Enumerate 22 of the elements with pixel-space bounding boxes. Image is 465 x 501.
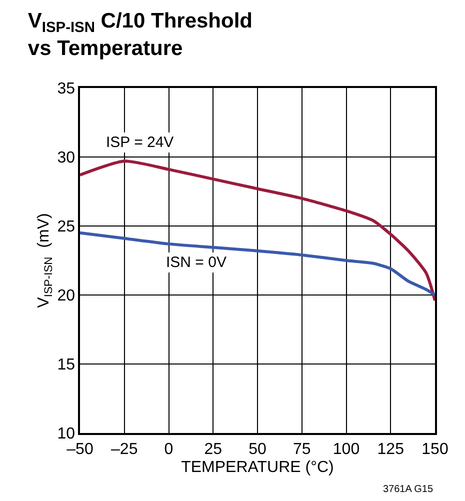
y-tick-label: 10: [57, 426, 76, 443]
x-axis-title: TEMPERATURE (°C): [181, 459, 334, 476]
line-series: [80, 160, 435, 302]
x-tick-label: 50: [248, 440, 266, 458]
x-tick-label: 150: [422, 440, 448, 458]
x-tick-label: –50: [66, 440, 94, 458]
x-tick-label: 125: [377, 440, 404, 458]
series-label: ISP = 24V: [106, 134, 174, 151]
y-tick-label: 25: [57, 218, 76, 236]
x-tick-label: 100: [332, 440, 360, 458]
line-series: [80, 231, 435, 296]
y-tick-label: 30: [57, 150, 76, 167]
x-tick-label: –25: [111, 440, 138, 458]
y-tick-label: 35: [57, 80, 76, 98]
text: 3761A G15: [383, 484, 434, 495]
chart-title: V$_{ISP-ISN}$ C/10 Threshold vs Temperature: [28, 10, 253, 60]
y-tick-label: 15: [57, 356, 76, 374]
x-tick-label: 25: [204, 440, 222, 458]
y-tick-label: 20: [57, 288, 76, 305]
x-tick-label: 0: [164, 440, 174, 458]
x-tick-label: 75: [292, 440, 311, 458]
series-label: ISN = 0V: [166, 254, 226, 271]
